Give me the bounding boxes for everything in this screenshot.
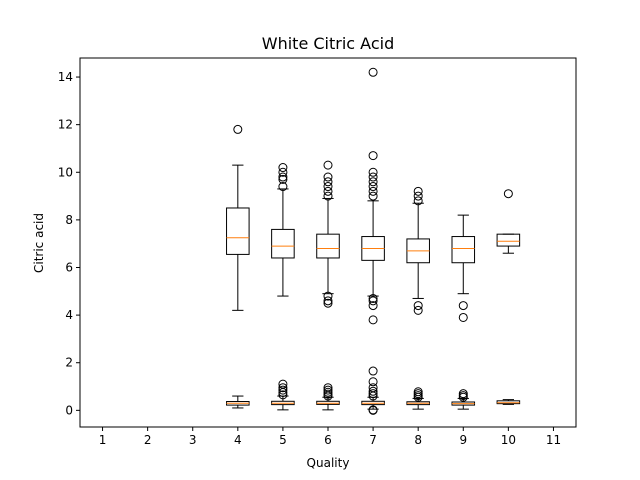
outlier-point [368, 151, 378, 161]
x-tick-label: 7 [369, 433, 377, 447]
outlier-point [368, 301, 378, 311]
outlier-point [278, 174, 288, 184]
outlier-point [413, 186, 423, 196]
box-iqr [316, 233, 340, 259]
outlier-point [323, 182, 333, 192]
plot-frame [79, 57, 577, 428]
outlier-point [278, 390, 288, 400]
outlier-point [458, 312, 468, 322]
chart-title: White Citric Acid [262, 34, 394, 53]
outlier-point [368, 293, 378, 303]
outlier-point [368, 389, 378, 399]
x-tick-label: 5 [279, 433, 287, 447]
outlier-point [368, 67, 378, 77]
outlier-point [413, 387, 423, 397]
y-tick-label: 12 [58, 118, 73, 132]
outlier-point [413, 191, 423, 201]
box-iqr [271, 228, 295, 259]
x-tick-label: 9 [459, 433, 467, 447]
y-axis-label: Citric acid [32, 213, 46, 273]
outlier-point [278, 379, 288, 389]
y-tick-label: 0 [65, 403, 73, 417]
outlier-point [458, 389, 468, 399]
outlier-point [323, 172, 333, 182]
x-tick-label: 10 [501, 433, 516, 447]
outlier-point [278, 182, 288, 192]
outlier-point [368, 383, 378, 393]
outlier-point [323, 191, 333, 201]
y-tick-label: 2 [65, 356, 73, 370]
outlier-point [368, 386, 378, 396]
outlier-point [323, 177, 333, 187]
outlier-point [368, 182, 378, 192]
outlier-point [323, 296, 333, 306]
outlier-point [413, 196, 423, 206]
y-tick-label: 4 [65, 308, 73, 322]
outlier-point [413, 301, 423, 311]
box-iqr [496, 233, 521, 247]
outlier-point [368, 186, 378, 196]
outlier-point [323, 383, 333, 393]
x-tick-label: 8 [414, 433, 422, 447]
outlier-point [323, 160, 333, 170]
y-tick-label: 6 [65, 260, 73, 274]
x-axis-label: Quality [307, 456, 350, 470]
outlier-point [368, 172, 378, 182]
outlier-point [503, 189, 513, 199]
outlier-point [368, 177, 378, 187]
x-tick-label: 11 [546, 433, 561, 447]
outlier-point [323, 298, 333, 308]
outlier-point [413, 305, 423, 315]
outlier-point [368, 296, 378, 306]
outlier-point [368, 405, 378, 415]
outlier-point [323, 385, 333, 395]
x-tick-label: 6 [324, 433, 332, 447]
y-tick-label: 10 [58, 165, 73, 179]
outlier-point [458, 301, 468, 311]
outlier-point [368, 167, 378, 177]
outlier-point [278, 167, 288, 177]
outlier-point [368, 315, 378, 325]
outlier-point [368, 191, 378, 201]
y-tick-label: 14 [58, 70, 73, 84]
outlier-point [233, 124, 243, 134]
outlier-point [278, 385, 288, 395]
x-tick-label: 3 [189, 433, 197, 447]
outlier-point [323, 387, 333, 397]
x-tick-label: 2 [144, 433, 152, 447]
outlier-point [278, 172, 288, 182]
outlier-point [278, 163, 288, 173]
x-tick-label: 1 [99, 433, 107, 447]
box-iqr [451, 236, 476, 264]
box-iqr [226, 207, 250, 255]
x-tick-label: 4 [234, 433, 242, 447]
outlier-point [368, 377, 378, 387]
outlier-point [368, 366, 378, 376]
outlier-point [323, 186, 333, 196]
outlier-point [278, 383, 288, 393]
y-tick-label: 8 [65, 213, 73, 227]
outlier-point [323, 291, 333, 301]
